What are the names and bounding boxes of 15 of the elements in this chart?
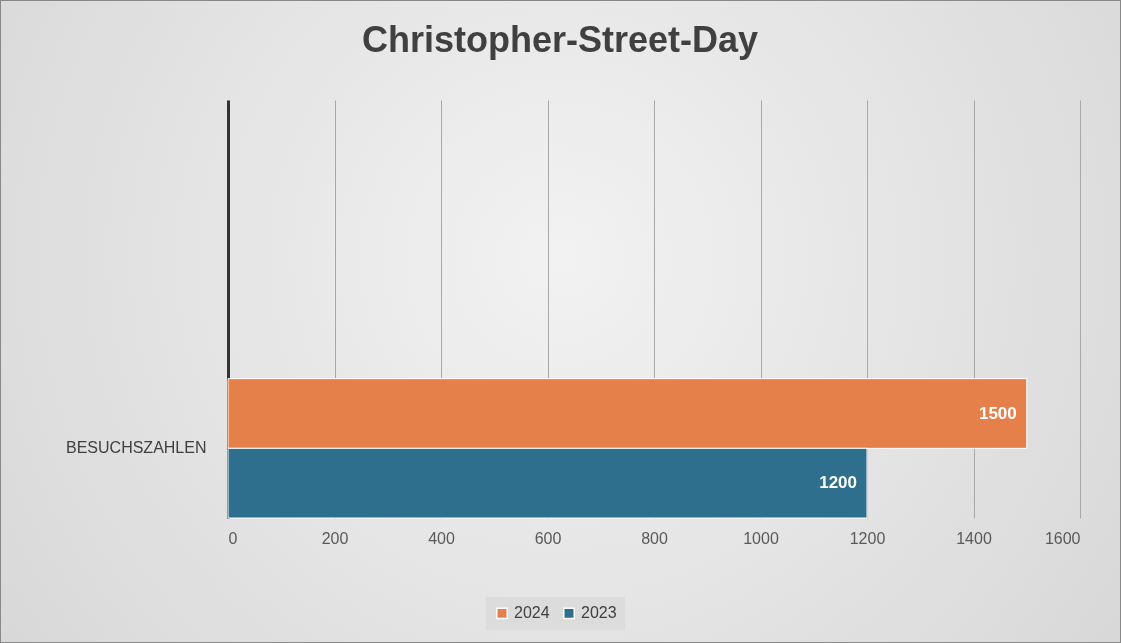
y-tick-label: BESUCHSZAHLEN (66, 439, 207, 457)
x-tick-label: 1600 (1044, 529, 1081, 547)
data-label: 1200 (819, 473, 857, 493)
x-tick-label: 600 (534, 529, 562, 547)
x-tick-label: 1200 (849, 529, 886, 547)
x-tick-label: 1400 (956, 529, 992, 547)
chart-title: Christopher-Street-Day (361, 19, 759, 60)
data-label: 1500 (978, 403, 1017, 423)
x-tick-label: 0 (228, 529, 238, 547)
x-tick-label: 800 (641, 529, 668, 547)
legend-label: 2024 (514, 604, 550, 622)
x-tick-label: 200 (321, 529, 349, 547)
x-tick-label: 1000 (743, 529, 779, 547)
legend-label: 2023 (581, 604, 617, 622)
x-tick-label: 400 (428, 529, 455, 547)
